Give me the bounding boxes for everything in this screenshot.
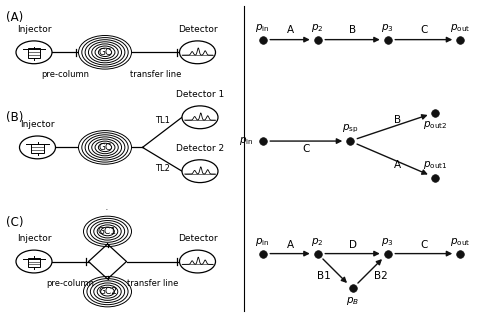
Text: Detector: Detector (178, 234, 218, 243)
Text: B1: B1 (317, 271, 331, 281)
Text: (A): (A) (6, 11, 23, 24)
Text: Injector: Injector (20, 120, 55, 129)
Text: Detector: Detector (178, 25, 218, 34)
Text: $p_2$: $p_2$ (312, 22, 324, 34)
Bar (31, 144, 44, 153)
Text: B: B (394, 115, 401, 126)
Text: C: C (420, 240, 428, 250)
Text: Injector: Injector (17, 234, 51, 243)
Circle shape (84, 276, 132, 307)
Circle shape (84, 216, 132, 247)
Text: $p_{\mathrm{out}}$: $p_{\mathrm{out}}$ (450, 22, 470, 34)
Text: $p_3$: $p_3$ (381, 22, 394, 34)
Bar (28, 49, 40, 58)
Text: TL2: TL2 (155, 164, 170, 172)
Text: $p_2$: $p_2$ (312, 236, 324, 248)
Text: B: B (349, 25, 356, 35)
Bar (28, 258, 40, 267)
Text: transfer line: transfer line (130, 70, 181, 79)
Text: GC2: GC2 (98, 287, 117, 296)
Text: D: D (348, 240, 356, 250)
Text: $p_{\mathrm{out1}}$: $p_{\mathrm{out1}}$ (423, 159, 447, 171)
Text: $p_{\mathrm{out2}}$: $p_{\mathrm{out2}}$ (423, 119, 447, 131)
Text: $p_{\mathrm{in}}$: $p_{\mathrm{in}}$ (255, 236, 270, 248)
Text: (B): (B) (6, 111, 24, 124)
Text: A: A (286, 25, 294, 35)
Text: $p_3$: $p_3$ (381, 236, 394, 248)
Text: Detector 1: Detector 1 (176, 90, 224, 99)
Text: Detector 2: Detector 2 (176, 144, 224, 153)
Text: $p_{\mathrm{sp}}$: $p_{\mathrm{sp}}$ (342, 123, 358, 135)
Circle shape (16, 41, 52, 64)
Text: C: C (302, 144, 310, 154)
Text: $p_{\mathrm{in}}$: $p_{\mathrm{in}}$ (255, 22, 270, 34)
Text: $p_{\mathrm{in}}$: $p_{\mathrm{in}}$ (239, 135, 254, 147)
Circle shape (20, 136, 56, 159)
Circle shape (182, 106, 218, 129)
Text: pre-column: pre-column (41, 70, 89, 79)
Circle shape (16, 250, 52, 273)
Text: GC: GC (98, 143, 112, 152)
Text: $p_{\mathrm{out}}$: $p_{\mathrm{out}}$ (450, 236, 470, 248)
Text: A: A (286, 240, 294, 250)
Text: B2: B2 (374, 271, 388, 281)
Text: Injector: Injector (17, 25, 51, 34)
Text: C: C (420, 25, 428, 35)
Circle shape (180, 41, 216, 64)
Circle shape (78, 36, 132, 69)
Circle shape (78, 131, 132, 164)
Circle shape (182, 160, 218, 183)
Text: pre-column: pre-column (46, 279, 94, 288)
Text: A: A (394, 160, 401, 171)
Text: GC1: GC1 (98, 227, 117, 236)
Text: $p_{B}$: $p_{B}$ (346, 294, 359, 307)
Text: (C): (C) (6, 216, 24, 229)
Text: TL1: TL1 (155, 116, 170, 125)
Circle shape (180, 250, 216, 273)
Text: transfer line: transfer line (128, 279, 178, 288)
Text: GC: GC (98, 48, 112, 57)
